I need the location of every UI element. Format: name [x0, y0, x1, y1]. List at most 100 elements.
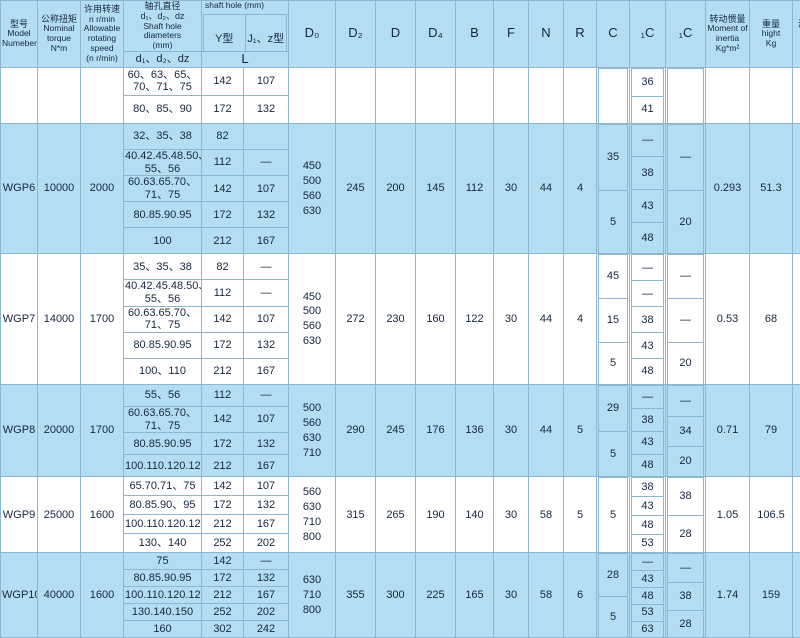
header-weight: 重量 hight Kg	[750, 1, 793, 68]
row-wgp8-model: WGP8	[1, 385, 38, 477]
row-wgp9-C: 5	[597, 477, 630, 553]
row-wgp8-D4: 176	[416, 385, 456, 477]
header-D0: D₀	[289, 1, 336, 68]
row-wgp10-length-y: 172	[202, 570, 244, 587]
row-wgp7-C1-part: —	[632, 281, 664, 307]
row-wgp7-C1-part: —	[632, 255, 664, 281]
row-wgp10-C1-part: 63	[632, 621, 664, 637]
row-wgp6-bore-diameters: 40.42.45.48.50、55、56	[124, 149, 202, 175]
row-wgp10-C1-part: 48	[632, 587, 664, 604]
row-wgp9-grease: 1.3	[793, 477, 800, 553]
row-wgp7-C2-part: —	[668, 299, 704, 343]
row-wgp7-D2: 272	[336, 254, 376, 385]
row-wgp9-weight: 106.5	[750, 477, 793, 553]
row-wgp10-bore-diameters: 75	[124, 553, 202, 570]
row-wgp8-grease: 0.95	[793, 385, 800, 477]
row-wgp10-bore-diameters: 160	[124, 621, 202, 638]
row-wgp9-C1-part: 53	[632, 534, 664, 552]
row-wgp6-moment-of-inertia: 0.293	[706, 123, 750, 254]
row-wgp7-length-j: 107	[244, 306, 289, 332]
row-wgp9-C1-part: 48	[632, 515, 664, 534]
row-top-partial-C2	[666, 67, 706, 123]
row-wgp9-moment-of-inertia: 1.05	[706, 477, 750, 553]
row-wgp9-N: 58	[529, 477, 564, 553]
row-wgp9-length-j: 202	[244, 534, 289, 553]
row-wgp7-length-y: 172	[202, 333, 244, 359]
row-wgp6-length-y: 172	[202, 202, 244, 228]
row-wgp9-D2: 315	[336, 477, 376, 553]
row-top-partial-F	[494, 67, 529, 123]
row-wgp7-F: 30	[494, 254, 529, 385]
row-wgp9-length-j: 107	[244, 477, 289, 496]
row-wgp10-length-y: 302	[202, 621, 244, 638]
row-wgp10-moment-of-inertia: 1.74	[706, 553, 750, 638]
row-top-partial-length-y: 142	[202, 67, 244, 95]
row-wgp9-D4: 190	[416, 477, 456, 553]
row-top-partial-B	[456, 67, 494, 123]
row-wgp8-C1-part: —	[632, 386, 664, 409]
row-wgp7-torque: 14000	[38, 254, 81, 385]
row-wgp6-length-j: 107	[244, 176, 289, 202]
row-wgp6-C1-part: 43	[632, 190, 664, 223]
row-wgp10-speed: 1600	[81, 553, 124, 638]
row-wgp7-C2-part: 20	[668, 342, 704, 384]
row-wgp8-length-y: 112	[202, 385, 244, 407]
row-wgp8-C1-part: 38	[632, 408, 664, 431]
row-top-partial-N	[529, 67, 564, 123]
row-wgp7-moment-of-inertia: 0.53	[706, 254, 750, 385]
row-top-partial-weight	[750, 67, 793, 123]
row-wgp10-B: 165	[456, 553, 494, 638]
row-wgp6-C1-part: 38	[632, 157, 664, 190]
row-wgp8-bore-diameters: 80.85.90.95	[124, 433, 202, 455]
row-wgp9-bore-diameters: 130、140	[124, 534, 202, 553]
row-wgp8-B: 136	[456, 385, 494, 477]
header-C: C	[597, 1, 630, 68]
row-wgp9-C1-part: 38	[632, 478, 664, 497]
row-wgp10-C-part: 28	[599, 554, 628, 597]
row-wgp6-bore-diameters: 32、35、38	[124, 123, 202, 149]
row-wgp8-length-j: 132	[244, 433, 289, 455]
row-wgp6-C1-part: 48	[632, 222, 664, 253]
row-wgp6-D4: 145	[416, 123, 456, 254]
row-wgp7-bore-diameters: 35、35、38	[124, 254, 202, 280]
header-N: N	[529, 1, 564, 68]
row-wgp6-length-y: 142	[202, 176, 244, 202]
row-wgp10-length-y: 252	[202, 604, 244, 621]
row-wgp9-D: 265	[376, 477, 416, 553]
row-wgp8-weight: 79	[750, 385, 793, 477]
row-wgp9-length-j: 167	[244, 515, 289, 534]
row-wgp6-length-j: 167	[244, 228, 289, 254]
row-top-partial-C	[597, 67, 630, 123]
row-wgp8-F: 30	[494, 385, 529, 477]
row-wgp10-grease: 1.6	[793, 553, 800, 638]
row-wgp8-bore-diameters: 100.110.120.125	[124, 455, 202, 477]
row-wgp7-length-j: 132	[244, 333, 289, 359]
row-top-partial-D2	[336, 67, 376, 123]
row-top-partial-length-j: 132	[244, 95, 289, 123]
row-wgp9-R: 5	[564, 477, 597, 553]
row-wgp10-N: 58	[529, 553, 564, 638]
row-wgp10-C2-part: 28	[668, 610, 704, 637]
row-wgp7-weight: 68	[750, 254, 793, 385]
row-wgp10-torque: 40000	[38, 553, 81, 638]
row-wgp6-C2-part: —	[668, 124, 704, 190]
row-wgp7-bore-diameters: 60.63.65.70、71、75	[124, 306, 202, 332]
row-wgp10-C1-part: 53	[632, 604, 664, 621]
header-D4: D₄	[416, 1, 456, 68]
row-wgp8-C-part: 5	[599, 432, 628, 477]
header-shaft-hole-diameters: 轴孔直径 d₁、d₂、dz Shaft hole diameters (mm)	[124, 1, 202, 52]
row-wgp9-length-y: 212	[202, 515, 244, 534]
row-top-partial-D4	[416, 67, 456, 123]
